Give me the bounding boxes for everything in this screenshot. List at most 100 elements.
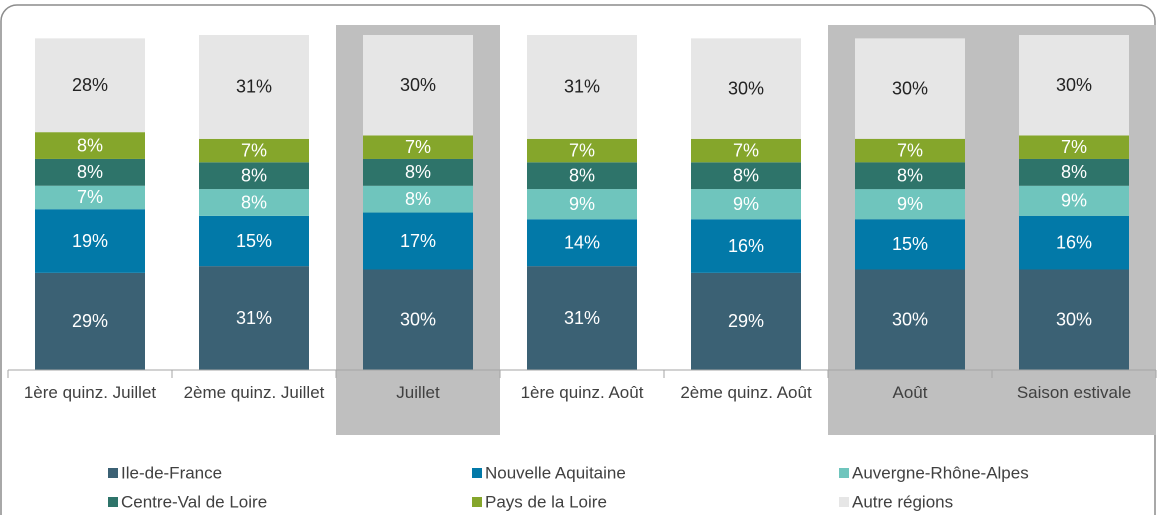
data-label: 7% <box>897 140 923 160</box>
data-label: 19% <box>72 231 108 251</box>
data-label: 8% <box>569 165 595 185</box>
bar-segment <box>35 209 145 273</box>
bar-segment <box>1019 269 1129 370</box>
bar-segment <box>363 158 473 186</box>
data-label: 7% <box>733 140 759 160</box>
bar-segment <box>527 219 637 267</box>
bar-segment <box>363 269 473 370</box>
legend-swatch <box>839 497 849 507</box>
data-label: 30% <box>1056 310 1092 330</box>
data-label: 31% <box>564 77 600 97</box>
bar-segment <box>527 138 637 163</box>
bar-segment <box>1019 135 1129 159</box>
bar-segment <box>199 162 309 190</box>
bar-segment <box>855 138 965 163</box>
data-label: 8% <box>897 165 923 185</box>
legend-swatch <box>108 497 118 507</box>
legend-label: Auvergne-Rhône-Alpes <box>852 463 1029 482</box>
bar-segment <box>363 212 473 270</box>
bar-segment <box>35 38 145 133</box>
bar-segment <box>691 189 801 220</box>
legend-label: Centre-Val de Loire <box>121 492 267 511</box>
data-label: 7% <box>569 140 595 160</box>
bar-segment <box>855 219 965 270</box>
data-label: 8% <box>733 165 759 185</box>
x-tick-label: Juillet <box>396 383 440 402</box>
bar-segment <box>199 138 309 163</box>
x-tick-label: 2ème quinz. Juillet <box>183 383 325 402</box>
bar-segment <box>691 219 801 273</box>
data-label: 14% <box>564 232 600 252</box>
data-label: 30% <box>892 78 928 98</box>
x-tick-label: Saison estivale <box>1016 383 1132 402</box>
legend-label: Pays de la Loire <box>485 492 607 511</box>
data-label: 7% <box>1061 137 1087 157</box>
data-label: 16% <box>1056 232 1092 252</box>
bar-segment <box>35 132 145 159</box>
bar-segment <box>199 189 309 216</box>
bar-segment <box>35 185 145 210</box>
data-label: 30% <box>728 78 764 98</box>
legend-label: Nouvelle Aquitaine <box>485 463 626 482</box>
data-label: 30% <box>400 75 436 95</box>
data-label: 30% <box>400 310 436 330</box>
data-label: 8% <box>77 135 103 155</box>
bar-segment <box>527 35 637 139</box>
data-label: 9% <box>1061 191 1087 211</box>
data-label: 7% <box>405 137 431 157</box>
data-label: 17% <box>400 231 436 251</box>
bar-segment <box>199 266 309 370</box>
data-label: 8% <box>1061 162 1087 182</box>
data-label: 7% <box>77 187 103 207</box>
data-label: 9% <box>897 194 923 214</box>
bar-segment <box>527 266 637 370</box>
data-label: 31% <box>236 308 272 328</box>
bar-segment <box>1019 35 1129 136</box>
data-label: 16% <box>728 236 764 256</box>
bar-segment <box>1019 215 1129 270</box>
bar-segment <box>1019 158 1129 186</box>
bar-segment <box>691 138 801 163</box>
data-label: 9% <box>569 194 595 214</box>
bar-segment <box>855 269 965 370</box>
data-label: 8% <box>77 162 103 182</box>
bar-segment <box>691 272 801 370</box>
legend-swatch <box>108 468 118 478</box>
legend-swatch <box>472 468 482 478</box>
bar-segment <box>35 272 145 370</box>
data-label: 31% <box>236 77 272 97</box>
legend-label: Autre régions <box>852 492 953 511</box>
legend-label: Ile-de-France <box>121 463 222 482</box>
x-tick-label: 1ère quinz. Juillet <box>23 383 157 402</box>
bar-segment <box>855 162 965 190</box>
data-label: 29% <box>72 311 108 331</box>
x-tick-label: Août <box>892 383 928 402</box>
bar-segment <box>363 35 473 136</box>
data-label: 8% <box>405 162 431 182</box>
data-label: 31% <box>564 308 600 328</box>
bar-segment <box>363 135 473 159</box>
bar-segment <box>691 38 801 139</box>
bar-segment <box>363 185 473 213</box>
data-label: 29% <box>728 311 764 331</box>
data-label: 8% <box>241 165 267 185</box>
bar-segment <box>1019 185 1129 216</box>
bar-segment <box>199 215 309 267</box>
bar-segment <box>691 162 801 190</box>
legend-swatch <box>839 468 849 478</box>
data-label: 28% <box>72 75 108 95</box>
data-label: 8% <box>241 192 267 212</box>
data-label: 30% <box>892 310 928 330</box>
data-label: 7% <box>241 140 267 160</box>
x-tick-label: 1ère quinz. Août <box>520 383 644 402</box>
data-label: 15% <box>236 231 272 251</box>
bar-segment <box>527 162 637 190</box>
data-label: 30% <box>1056 75 1092 95</box>
bar-segment <box>199 35 309 139</box>
legend-swatch <box>472 497 482 507</box>
bar-segment <box>527 189 637 220</box>
data-label: 15% <box>892 234 928 254</box>
data-label: 9% <box>733 194 759 214</box>
